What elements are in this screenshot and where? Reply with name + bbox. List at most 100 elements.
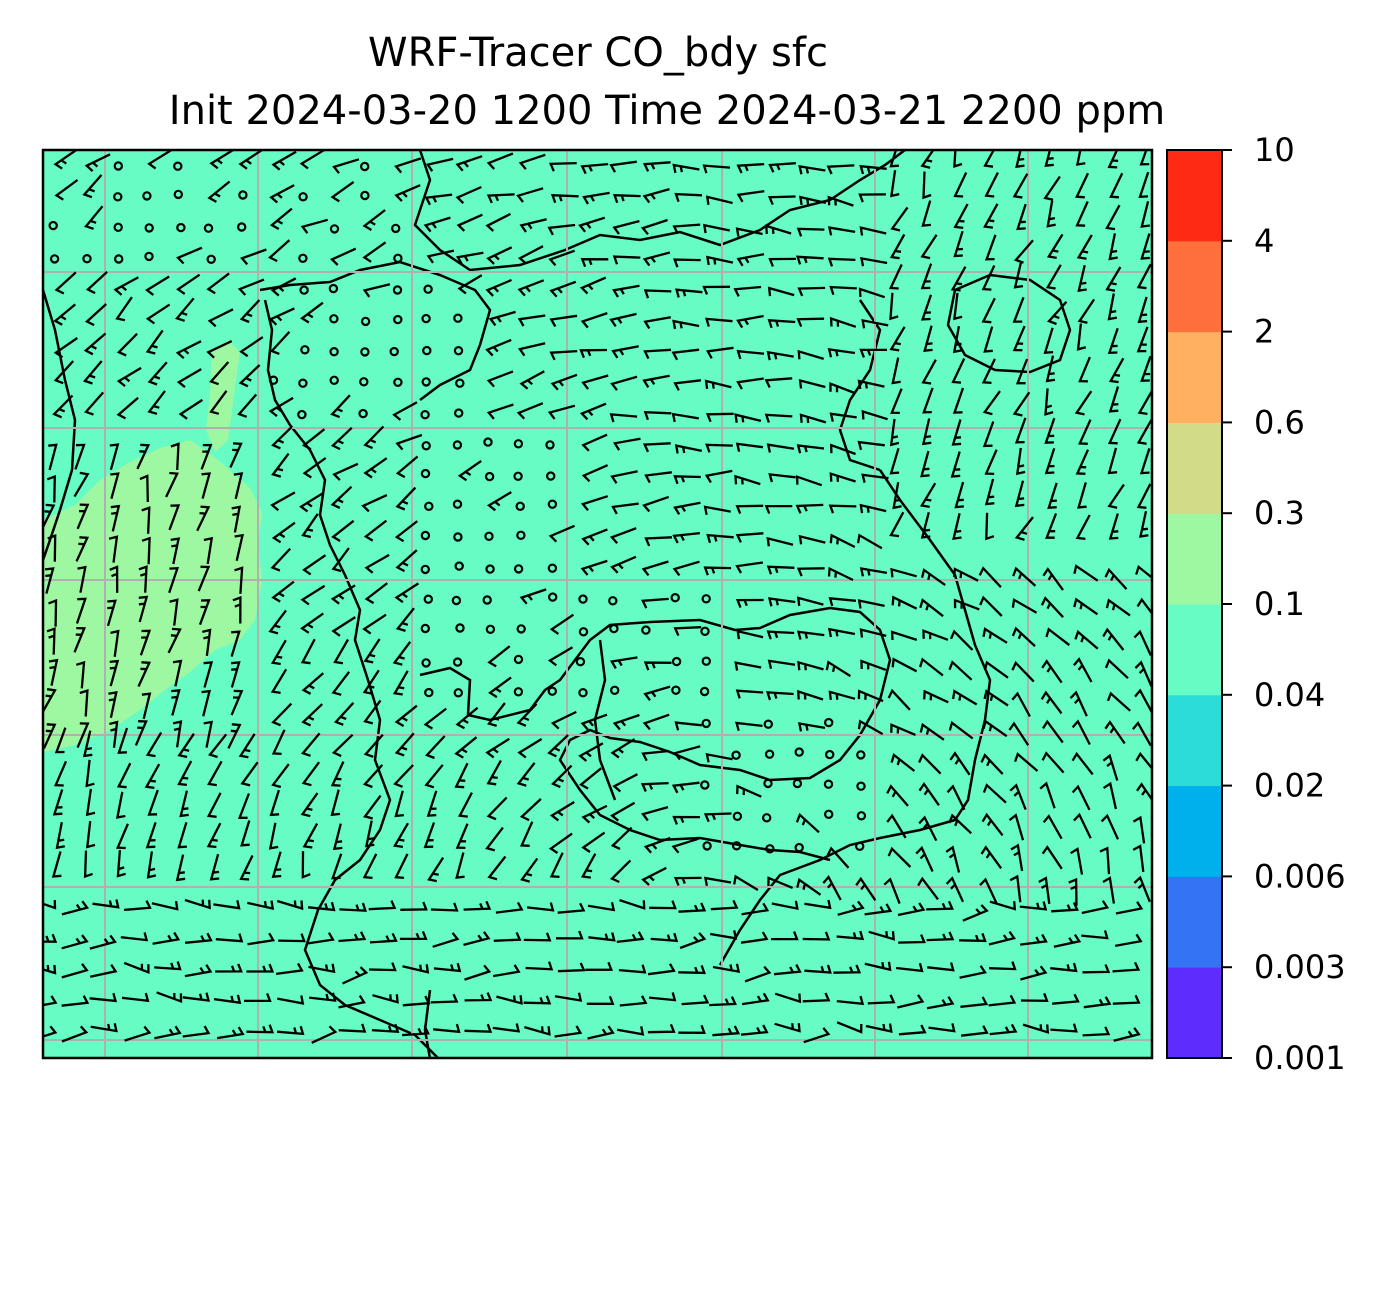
wind-barb bbox=[54, 727, 67, 754]
wind-barb bbox=[300, 792, 319, 818]
wind-barb bbox=[332, 158, 360, 174]
wind-barb bbox=[85, 788, 96, 817]
wind-barb bbox=[516, 187, 544, 203]
wind-barb bbox=[79, 688, 89, 717]
colorbar-tick-label: 0.02 bbox=[1254, 767, 1325, 805]
wind-barb bbox=[92, 899, 120, 909]
wind-barb bbox=[493, 931, 522, 942]
wind-barb bbox=[1022, 1023, 1050, 1034]
wind-barb bbox=[517, 314, 546, 327]
wind-barb bbox=[798, 378, 826, 389]
wind-barb bbox=[644, 471, 672, 484]
wind-barb bbox=[582, 191, 610, 205]
wind-barb bbox=[83, 850, 93, 879]
wind-barb bbox=[425, 735, 446, 760]
wind-barb bbox=[426, 249, 455, 264]
wind-barb bbox=[948, 660, 973, 681]
wind-barb bbox=[767, 319, 796, 329]
colorbar-segment bbox=[1167, 967, 1222, 1059]
wind-barb bbox=[270, 547, 292, 572]
wind-barb bbox=[237, 793, 250, 819]
wind-barb bbox=[643, 661, 672, 671]
wind-barb bbox=[402, 995, 431, 1007]
wind-barb bbox=[364, 553, 390, 574]
calm-wind-circle bbox=[452, 440, 463, 450]
wind-barb bbox=[486, 403, 514, 420]
wind-barb bbox=[1039, 781, 1056, 809]
colorbar-tick-label: 0.003 bbox=[1254, 948, 1346, 986]
wind-barb bbox=[240, 761, 259, 787]
wind-barb bbox=[555, 930, 584, 940]
wind-barb bbox=[231, 505, 242, 533]
wind-barb bbox=[43, 503, 56, 530]
wind-barb bbox=[1076, 234, 1093, 260]
wind-barb bbox=[485, 338, 512, 357]
wind-barb bbox=[46, 474, 56, 503]
wind-barb bbox=[767, 286, 795, 297]
wind-barb bbox=[1107, 293, 1118, 321]
wind-barb bbox=[456, 213, 483, 232]
calm-wind-circle bbox=[794, 842, 804, 853]
wind-barb bbox=[868, 930, 895, 941]
wind-barb bbox=[229, 442, 243, 468]
wind-barb bbox=[182, 1025, 211, 1038]
colorbar-tick-label: 0.1 bbox=[1254, 585, 1305, 623]
wind-barb bbox=[864, 903, 893, 916]
wind-barb bbox=[798, 534, 826, 545]
wind-barb bbox=[52, 789, 64, 816]
wind-barb bbox=[116, 850, 126, 878]
wind-barb bbox=[767, 195, 796, 206]
wind-barb bbox=[400, 901, 428, 911]
wind-barb bbox=[547, 734, 569, 758]
wind-barb bbox=[898, 934, 926, 944]
wind-barb bbox=[950, 451, 961, 478]
wind-barb bbox=[952, 325, 963, 354]
calm-wind-circle bbox=[548, 592, 558, 602]
calm-wind-circle bbox=[451, 595, 462, 606]
wind-barb bbox=[796, 567, 825, 577]
wind-barb bbox=[1073, 597, 1099, 616]
wind-barb bbox=[609, 527, 637, 545]
wind-barb bbox=[84, 153, 111, 172]
wind-barb bbox=[519, 798, 542, 822]
wind-barb bbox=[1132, 844, 1145, 873]
wind-barb bbox=[1132, 815, 1146, 844]
wind-barb bbox=[110, 504, 121, 532]
wind-barb bbox=[642, 251, 671, 267]
wind-barb bbox=[106, 599, 117, 627]
calm-wind-circle bbox=[360, 347, 370, 357]
wind-barb bbox=[209, 361, 230, 386]
wind-barb bbox=[744, 965, 772, 983]
wind-barb bbox=[771, 900, 799, 911]
map-title-line-1: WRF-Tracer CO_bdy sfc bbox=[368, 30, 828, 76]
wind-barb bbox=[891, 657, 918, 673]
wind-barb bbox=[736, 190, 765, 203]
wind-barb bbox=[919, 657, 944, 677]
wind-barb bbox=[179, 790, 189, 818]
wind-barb bbox=[796, 317, 825, 328]
wind-barb bbox=[1075, 150, 1086, 166]
wind-barb bbox=[642, 442, 671, 453]
wind-barb bbox=[1045, 627, 1070, 647]
wind-barb bbox=[643, 348, 672, 360]
wind-barb bbox=[952, 567, 979, 582]
wind-barb bbox=[982, 390, 1001, 416]
wind-barb bbox=[1046, 200, 1056, 228]
wind-barb bbox=[581, 804, 608, 824]
wind-barb bbox=[979, 595, 1003, 617]
wind-barb bbox=[922, 629, 949, 641]
wind-barb bbox=[827, 257, 856, 267]
wind-barb bbox=[890, 388, 903, 415]
wind-barb bbox=[139, 629, 152, 656]
wind-barb bbox=[920, 294, 933, 321]
wind-barb bbox=[804, 899, 832, 910]
wind-barb bbox=[1136, 419, 1152, 445]
calm-wind-circle bbox=[424, 501, 434, 511]
wind-barb bbox=[83, 332, 107, 356]
wind-barb bbox=[89, 992, 118, 1003]
wind-barb bbox=[547, 646, 574, 667]
calm-wind-circle bbox=[484, 471, 495, 482]
wind-barb bbox=[427, 856, 445, 883]
wind-barb bbox=[518, 153, 546, 170]
